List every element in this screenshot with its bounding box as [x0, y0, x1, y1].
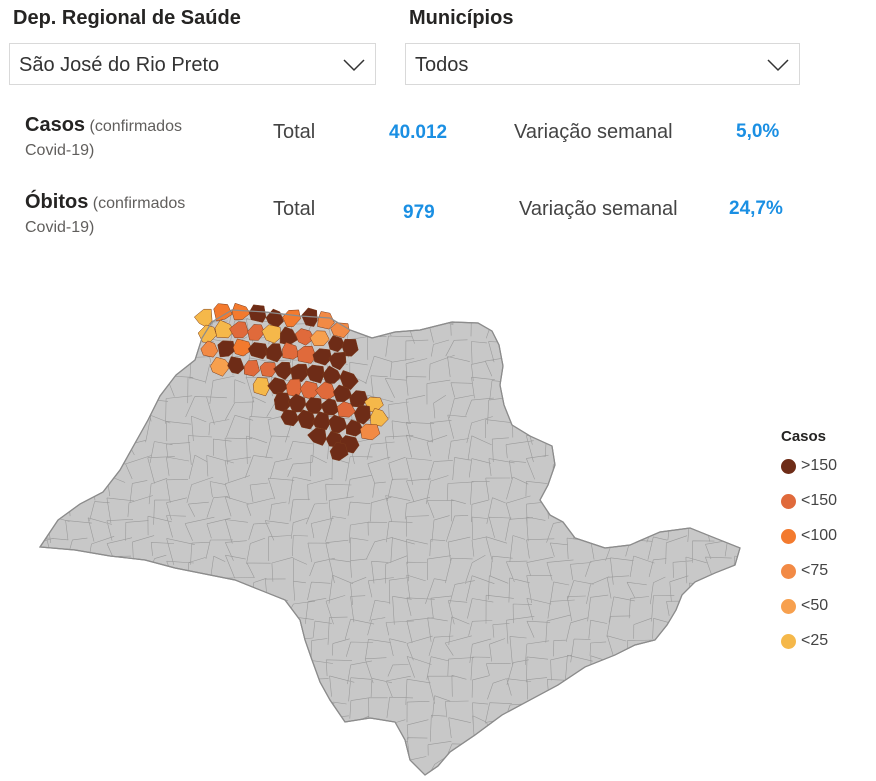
obitos-variation-label: Variação semanal	[519, 198, 678, 220]
municipality-cell[interactable]	[322, 365, 342, 384]
legend-label: <25	[801, 632, 829, 649]
legend-label: <150	[801, 492, 838, 509]
municipality-cell[interactable]	[200, 340, 219, 358]
casos-variation-label: Variação semanal	[514, 121, 673, 143]
municipality-cell[interactable]	[345, 419, 365, 437]
casos-sub1: (confirmados	[89, 118, 182, 135]
municipality-cell[interactable]	[295, 328, 315, 346]
legend-label: >150	[801, 457, 838, 474]
obitos-sub1: (confirmados	[92, 195, 186, 212]
municipality-cell[interactable]	[282, 341, 300, 360]
casos-total-label: Total	[273, 121, 316, 143]
obitos-total-value: 979	[403, 202, 435, 223]
legend-item[interactable]: >150	[781, 456, 837, 476]
legend-title: Casos	[781, 428, 827, 445]
municipality-cell[interactable]	[252, 377, 271, 397]
casos-sub2: Covid-19)	[25, 142, 95, 159]
legend-item[interactable]: <100	[781, 526, 837, 546]
sao-paulo-state-map[interactable]	[0, 290, 760, 781]
municipality-cell[interactable]	[231, 302, 251, 321]
chevron-down-icon	[343, 59, 365, 72]
municipality-cell[interactable]	[320, 398, 339, 416]
legend-item[interactable]: <50	[781, 596, 828, 616]
legend-swatch	[781, 633, 796, 649]
obitos-variation-value: 24,7%	[729, 198, 783, 219]
legend-swatch	[781, 563, 796, 579]
highlighted-region-municipalities[interactable]	[193, 302, 389, 461]
obitos-label-block: Óbitos (confirmados Covid-19)	[25, 190, 185, 240]
legend-swatch	[781, 493, 796, 509]
legend-item[interactable]: <25	[781, 631, 828, 651]
municipality-cell[interactable]	[265, 343, 283, 363]
municipality-cell[interactable]	[309, 330, 330, 346]
municipality-cell[interactable]	[353, 404, 371, 425]
legend-swatch	[781, 458, 796, 474]
municipality-cell[interactable]	[312, 348, 333, 366]
casos-total-value: 40.012	[389, 122, 448, 143]
municipality-cell[interactable]	[312, 411, 330, 431]
municipality-cell[interactable]	[305, 364, 325, 384]
municipality-cell[interactable]	[261, 324, 282, 344]
municipality-cell[interactable]	[296, 345, 317, 364]
municipality-cell[interactable]	[317, 311, 335, 330]
municipios-filter-title: Municípios	[409, 7, 514, 29]
municipality-cell[interactable]	[290, 363, 310, 383]
municipality-cell[interactable]	[244, 360, 260, 377]
municipios-dropdown[interactable]: Todos	[405, 43, 800, 85]
municipality-cell[interactable]	[210, 356, 231, 377]
obitos-total-label: Total	[273, 198, 316, 220]
legend-item[interactable]: <150	[781, 491, 837, 511]
municipality-cell[interactable]	[193, 308, 213, 328]
legend-label: <100	[801, 527, 838, 544]
municipality-cell[interactable]	[296, 409, 316, 430]
municipios-dropdown-value: Todos	[415, 54, 469, 76]
municipality-cell[interactable]	[304, 397, 323, 414]
legend-swatch	[781, 598, 796, 614]
regional-dropdown[interactable]: São José do Rio Preto	[9, 43, 376, 85]
municipality-cell[interactable]	[259, 362, 277, 378]
municipality-cell[interactable]	[273, 361, 292, 381]
casos-label: Casos	[25, 114, 86, 136]
municipality-cell[interactable]	[341, 338, 359, 357]
municipality-cell[interactable]	[247, 324, 265, 341]
casos-label-block: Casos (confirmados Covid-19)	[25, 113, 182, 163]
state-border	[38, 309, 741, 776]
municipality-cell[interactable]	[280, 409, 300, 427]
municipality-cell[interactable]	[328, 335, 346, 353]
chevron-down-icon	[767, 59, 789, 72]
legend-label: <50	[801, 597, 829, 614]
municipality-cell[interactable]	[339, 370, 359, 391]
municipality-cell[interactable]	[227, 356, 245, 375]
obitos-label: Óbitos	[25, 191, 89, 213]
municipality-cell[interactable]	[329, 441, 349, 461]
municipality-cell[interactable]	[336, 401, 356, 418]
legend-item[interactable]: <75	[781, 561, 828, 581]
municipality-cell[interactable]	[328, 414, 348, 434]
municipality-cell[interactable]	[370, 408, 389, 427]
legend-label: <75	[801, 562, 829, 579]
legend-swatch	[781, 528, 796, 544]
obitos-sub2: Covid-19)	[25, 219, 95, 236]
municipality-cell[interactable]	[232, 338, 253, 357]
municipality-cell[interactable]	[247, 342, 269, 360]
municipality-cell[interactable]	[328, 351, 347, 371]
municipality-cell[interactable]	[287, 393, 307, 413]
municipality-cell[interactable]	[213, 303, 233, 322]
casos-variation-value: 5,0%	[736, 121, 780, 142]
municipality-cell[interactable]	[301, 307, 318, 327]
municipality-cell[interactable]	[307, 427, 327, 446]
municipality-cell[interactable]	[217, 340, 236, 358]
municipality-cell[interactable]	[214, 319, 235, 339]
regional-filter-title: Dep. Regional de Saúde	[13, 7, 241, 29]
municipality-cell[interactable]	[229, 321, 249, 339]
municipality-cell[interactable]	[248, 304, 267, 323]
municipality-cell[interactable]	[360, 423, 381, 441]
regional-dropdown-value: São José do Rio Preto	[19, 54, 220, 76]
